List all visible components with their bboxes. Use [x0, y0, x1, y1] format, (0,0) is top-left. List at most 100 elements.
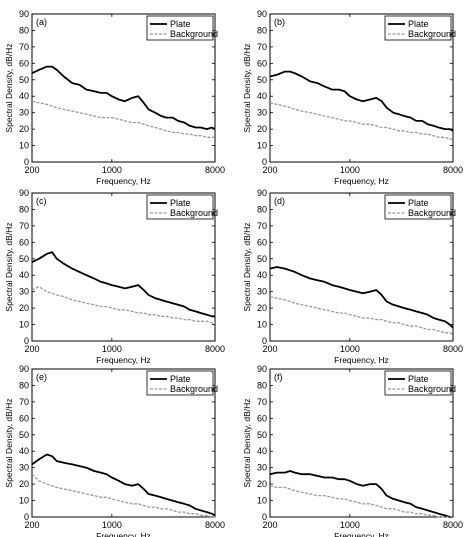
y-tick-label: 60 [257, 413, 267, 423]
y-axis-title: Spectral Density, dB/Hz [242, 222, 252, 311]
x-tick-label: 8000 [443, 344, 463, 354]
chart-panel-2: 0 10 20 30 40 50 60 70 80 90 200 1000 8000 Frequency,… [242, 9, 463, 186]
x-tick-label: 1000 [102, 520, 122, 530]
legend-label-plate: Plate [170, 374, 191, 384]
x-axis-title: Frequency, Hz [96, 355, 151, 365]
panel-label: (d) [274, 196, 285, 206]
x-tick-label: 8000 [205, 165, 225, 175]
x-tick-label: 8000 [205, 344, 225, 354]
y-tick-label: 40 [19, 91, 29, 101]
legend-label-background: Background [408, 208, 456, 218]
x-tick-label: 200 [262, 520, 277, 530]
x-axis-title: Frequency, Hz [96, 176, 151, 186]
x-tick-label: 1000 [340, 520, 360, 530]
x-tick-label: 200 [24, 165, 39, 175]
y-tick-label: 70 [257, 42, 267, 52]
y-tick-label: 10 [257, 496, 267, 506]
y-tick-label: 50 [19, 430, 29, 440]
y-tick-label: 80 [19, 380, 29, 390]
x-tick-label: 200 [24, 520, 39, 530]
y-tick-label: 20 [19, 124, 29, 134]
series-line-plate [269, 70, 454, 132]
y-tick-label: 20 [257, 479, 267, 489]
y-tick-label: 20 [19, 303, 29, 313]
panel-label: (b) [274, 17, 285, 27]
y-tick-label: 90 [257, 9, 267, 19]
y-tick-label: 0 [24, 157, 29, 167]
y-tick-label: 40 [257, 270, 267, 280]
y-tick-label: 70 [19, 42, 29, 52]
legend-box [384, 194, 452, 220]
x-axis-title: Frequency, Hz [334, 176, 389, 186]
y-tick-label: 30 [19, 287, 29, 297]
panel-label: (c) [36, 196, 47, 206]
x-tick-label: 1000 [340, 165, 360, 175]
legend-label-plate: Plate [170, 19, 191, 29]
legend-box [384, 370, 452, 396]
y-tick-label: 30 [257, 287, 267, 297]
x-axis-title: Frequency, Hz [334, 355, 389, 365]
y-tick-label: 20 [257, 124, 267, 134]
y-tick-label: 50 [257, 430, 267, 440]
legend-box [146, 370, 214, 396]
y-axis-title: Spectral Density, dB/Hz [242, 398, 252, 487]
y-tick-label: 90 [19, 188, 29, 198]
y-tick-label: 80 [257, 204, 267, 214]
series-line-background [269, 485, 453, 518]
x-tick-label: 8000 [443, 165, 463, 175]
y-tick-label: 50 [257, 254, 267, 264]
x-tick-label: 200 [262, 165, 277, 175]
legend-label-plate: Plate [408, 198, 429, 208]
panel-label: (e) [36, 372, 47, 382]
legend-label-background: Background [170, 384, 218, 394]
y-tick-label: 50 [257, 75, 267, 85]
series-line-plate [31, 65, 216, 131]
y-tick-label: 0 [262, 512, 267, 522]
chart-panel-6: 0 10 20 30 40 50 60 70 80 90 200 1000 8000 Frequency,… [242, 364, 463, 537]
chart-panel-5: 0 10 20 30 40 50 60 70 80 90 200 1000 8000 Frequency,… [4, 364, 225, 537]
series-line-plate [31, 251, 215, 318]
series-line-plate [31, 453, 216, 517]
y-tick-label: 40 [19, 270, 29, 280]
y-tick-label: 10 [19, 496, 29, 506]
y-tick-label: 80 [19, 25, 29, 35]
y-tick-label: 70 [257, 397, 267, 407]
y-axis-title: Spectral Density, dB/Hz [242, 43, 252, 132]
series-line-background [31, 286, 215, 324]
y-tick-label: 0 [24, 512, 29, 522]
y-tick-label: 30 [19, 463, 29, 473]
panel-label: (a) [36, 17, 47, 27]
y-tick-label: 0 [24, 336, 29, 346]
x-tick-label: 200 [262, 344, 277, 354]
series-line-plate [269, 266, 454, 329]
x-tick-label: 1000 [102, 165, 122, 175]
y-tick-label: 50 [19, 75, 29, 85]
chart-panel-3: 0 10 20 30 40 50 60 70 80 90 200 1000 8000 Frequency,… [4, 188, 225, 365]
y-tick-label: 90 [19, 9, 29, 19]
y-tick-label: 40 [19, 446, 29, 456]
chart-panel-4: 0 10 20 30 40 50 60 70 80 90 200 1000 8000 Frequency,… [242, 188, 463, 365]
legend-box [384, 15, 452, 41]
y-tick-label: 90 [257, 364, 267, 374]
y-axis-title: Spectral Density, dB/Hz [4, 398, 14, 487]
y-tick-label: 10 [19, 141, 29, 151]
series-line-background [31, 473, 215, 518]
series-line-plate [269, 470, 453, 518]
x-axis-title: Frequency, Hz [334, 531, 389, 537]
legend-label-plate: Plate [408, 19, 429, 29]
y-tick-label: 0 [262, 157, 267, 167]
y-tick-label: 20 [257, 303, 267, 313]
legend-label-background: Background [408, 29, 456, 39]
y-tick-label: 30 [257, 108, 267, 118]
y-tick-label: 50 [19, 254, 29, 264]
chart-panel-1: 0 10 20 30 40 50 60 70 80 90 200 1000 8000 Frequency,… [4, 9, 225, 186]
x-tick-label: 8000 [205, 520, 225, 530]
y-tick-label: 90 [19, 364, 29, 374]
panel-label: (f) [274, 372, 283, 382]
legend-label-background: Background [170, 208, 218, 218]
y-tick-label: 60 [19, 237, 29, 247]
y-tick-label: 60 [257, 237, 267, 247]
series-line-background [31, 100, 215, 138]
